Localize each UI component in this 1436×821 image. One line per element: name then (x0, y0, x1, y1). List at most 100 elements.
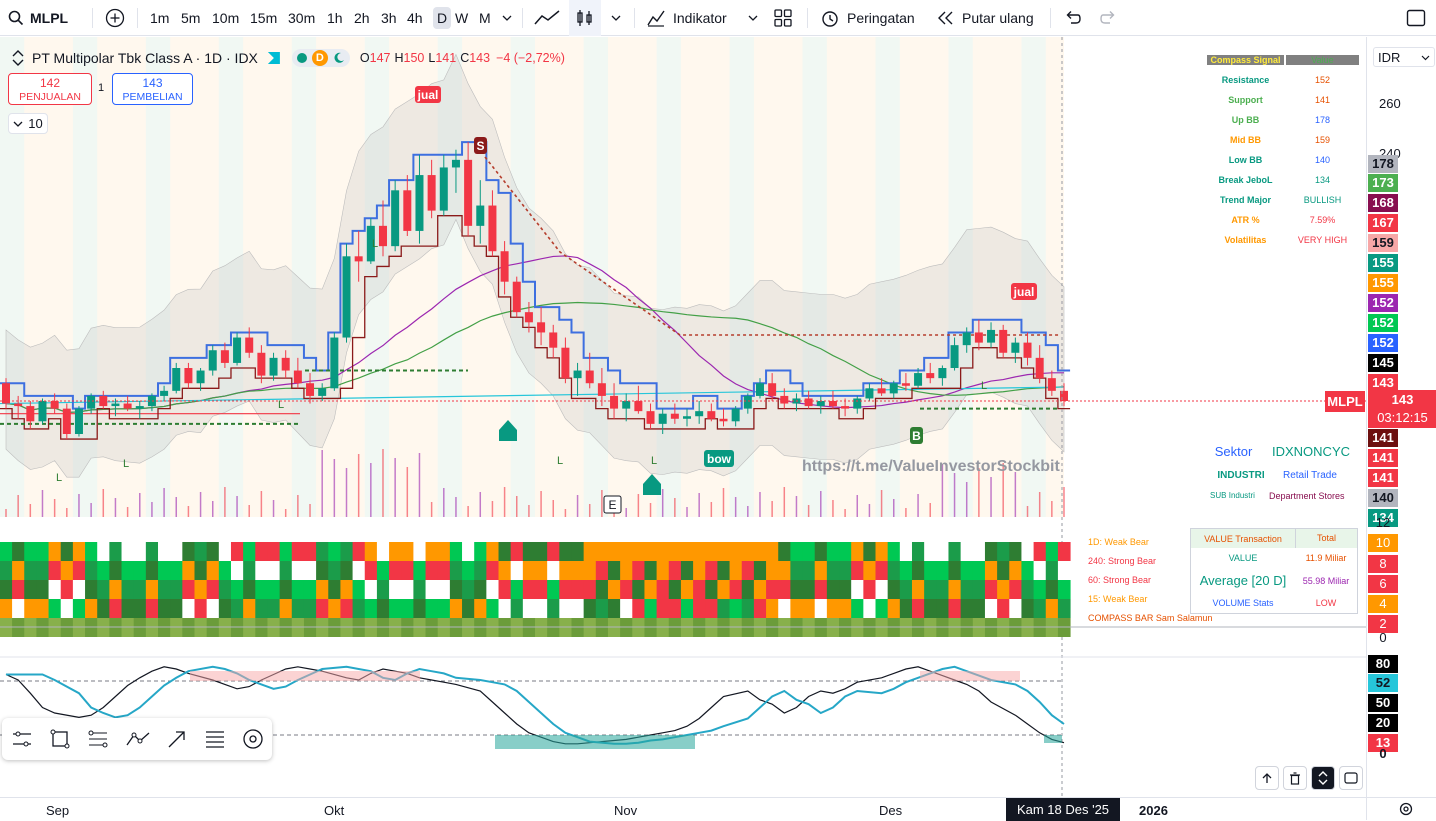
compare-button[interactable] (105, 0, 125, 36)
redo-button[interactable] (1100, 0, 1118, 36)
sell-button[interactable]: 142 PENJUALAN (8, 73, 92, 105)
compass-bar-cell (72, 580, 86, 599)
ohlc-h-label: H (394, 51, 404, 65)
indicators-toggle[interactable]: 10 (8, 113, 48, 134)
compass-bar-cell (948, 599, 962, 618)
arrow-icon[interactable] (166, 728, 188, 750)
delay-badge: D (311, 50, 328, 66)
horizontal-lines-icon[interactable] (10, 729, 34, 749)
layouts-button[interactable] (774, 0, 792, 36)
compass-bar-cell (766, 542, 779, 561)
undo-icon (1066, 11, 1081, 24)
candle-body (622, 401, 631, 409)
divider (92, 8, 93, 28)
compass-bar-cell (632, 561, 645, 580)
buy-button[interactable]: 143 PEMBELIAN (112, 73, 193, 105)
timeframe-15m[interactable]: 15m (250, 0, 277, 36)
chevron-up-down-icon[interactable] (8, 48, 28, 68)
compass-bar-cell (486, 542, 500, 561)
timeframe-10m[interactable]: 10m (212, 0, 239, 36)
ohlc-low: 141 (435, 51, 457, 65)
overbought-fill (920, 671, 1020, 681)
compass-bar-cell (121, 599, 135, 618)
compass-bar-cell (911, 542, 925, 561)
flag-icon[interactable] (267, 52, 280, 64)
price-scale[interactable]: IDR 260 2 4 0 178 173 168 167 159 155 155 152 152 15… (1366, 37, 1436, 797)
path-icon[interactable] (125, 729, 151, 749)
replay-button[interactable]: Putar ulang (936, 0, 1034, 36)
compass-bar-cell (595, 580, 609, 599)
maximize-button[interactable] (1339, 766, 1363, 790)
settings-corner[interactable] (1366, 797, 1436, 820)
candle-body (123, 403, 132, 409)
oscillator-tick: 13 (1368, 734, 1398, 752)
chart-type-dropdown[interactable] (611, 0, 621, 36)
compass-bar-cell (620, 561, 633, 580)
candle-body (512, 281, 521, 313)
undo-button[interactable] (1063, 0, 1081, 36)
candle-body (184, 368, 193, 384)
candle-body (901, 383, 910, 386)
delete-button[interactable] (1283, 766, 1307, 790)
candle-body (634, 401, 643, 412)
compass-row-label: Mid BB (1229, 135, 1261, 145)
chart-type-candles-button[interactable] (569, 0, 601, 36)
compass-bar-cell (656, 561, 670, 580)
timeframe-D[interactable]: D (433, 0, 452, 36)
compass-bar-cell (620, 580, 633, 599)
symbol-search[interactable]: MLPL (8, 0, 68, 36)
timeframe-3h[interactable]: 3h (381, 0, 397, 36)
candle-body (160, 390, 169, 396)
compass-bar-cell (668, 580, 682, 599)
timeframe-M[interactable]: M (479, 0, 491, 36)
compass-bar-cell (24, 599, 37, 618)
compass-bar-cell (85, 542, 98, 561)
compass-bar-cell (1021, 580, 1035, 599)
fullscreen-button[interactable] (1406, 0, 1426, 36)
alert-button[interactable]: Peringatan (820, 0, 915, 36)
price-level-label: 159 (1368, 234, 1398, 252)
target-icon[interactable] (242, 728, 264, 750)
indicators-button[interactable]: Indikator (646, 0, 727, 36)
indicators-dropdown[interactable] (748, 0, 758, 36)
collapse-button[interactable] (1311, 766, 1335, 790)
compass-row-value: VERY HIGH (1297, 235, 1348, 245)
compass-bar-cell (644, 580, 658, 599)
timeframe-4h[interactable]: 4h (407, 0, 423, 36)
candle-body (366, 225, 375, 262)
timeframe-W[interactable]: W (455, 0, 468, 36)
candle-body (804, 398, 813, 407)
chart-type-line-button[interactable] (534, 0, 560, 36)
compass-bar-cell (206, 599, 220, 618)
price-level-label: 143 (1368, 374, 1398, 392)
compass-bar-cell (948, 580, 962, 599)
compass-bar-cell (595, 561, 609, 580)
rectangle-icon[interactable] (49, 728, 71, 750)
text-lines-icon[interactable] (203, 729, 227, 749)
currency-select[interactable]: IDR (1373, 47, 1435, 67)
compass-bar-cell (620, 599, 633, 618)
timeframe-2h[interactable]: 2h (354, 0, 370, 36)
fib-icon[interactable] (86, 729, 110, 749)
timeframe-5m[interactable]: 5m (181, 0, 200, 36)
compass-bar-cell (255, 561, 268, 580)
vt-volume: LOW (1315, 598, 1337, 608)
candle-body (926, 373, 935, 379)
compass-bar-cell (984, 542, 998, 561)
timeframe-1m[interactable]: 1m (150, 0, 169, 36)
ohlc-open: 147 (369, 51, 391, 65)
timeframe-1h[interactable]: 1h (327, 0, 343, 36)
timeframe-dropdown[interactable] (502, 0, 512, 36)
compass-bar-cell (924, 542, 937, 561)
compass-bar-cell (437, 599, 451, 618)
candle-body (865, 388, 874, 399)
time-axis[interactable]: Sep Okt Nov Des 2026 Kam 18 Des '25 (0, 797, 1366, 821)
sektor-value: IDXNONCYC (1272, 444, 1351, 459)
scroll-up-button[interactable] (1255, 766, 1279, 790)
vt-average-label: Average [20 D] (1199, 573, 1287, 588)
timeframe-30m[interactable]: 30m (288, 0, 315, 36)
background-band (948, 37, 973, 517)
candle-body (488, 205, 497, 252)
